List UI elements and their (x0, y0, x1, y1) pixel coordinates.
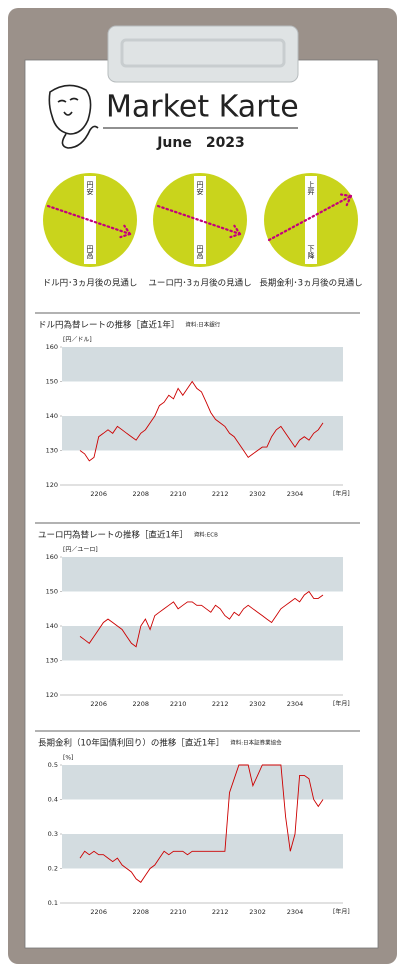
y-unit: [%] (63, 755, 73, 762)
title: Market Karte (106, 90, 299, 125)
outlook-arrow-head (119, 232, 132, 239)
x-tick-label: 2302 (249, 490, 266, 498)
x-tick-label: 2208 (132, 908, 149, 916)
outlook-arrow (156, 204, 242, 236)
y-tick-label: 130 (46, 657, 58, 665)
y-tick-label: 160 (46, 343, 58, 351)
x-unit: [年月] (333, 908, 350, 916)
x-unit: [年月] (333, 700, 350, 708)
y-tick-label: 120 (46, 691, 58, 699)
outlook-arrow (46, 204, 132, 236)
chart-source: 資料:日本銀行 (185, 321, 220, 329)
outlook-caption: 長期金利･3ヵ月後の見通し (259, 278, 362, 289)
x-tick-label: 2304 (287, 490, 304, 498)
x-tick-label: 2304 (287, 700, 304, 708)
x-tick-label: 2212 (212, 490, 229, 498)
y-tick-label: 160 (46, 553, 58, 561)
chart-source: 資料:日本証券業協会 (230, 739, 282, 747)
x-tick-label: 2304 (287, 908, 304, 916)
outlook-arrow-head (233, 224, 242, 236)
chart-title: ドル円為替レートの推移［直近1年］ (38, 320, 179, 331)
outlook-top: 円安 (86, 181, 94, 196)
series-line (79, 764, 324, 883)
y-tick-label: 0.2 (48, 865, 58, 873)
series-line (79, 380, 324, 462)
outlook-arrow-head (340, 193, 353, 198)
x-tick-label: 2212 (212, 908, 229, 916)
clip-inner (120, 38, 286, 68)
x-tick-label: 2210 (170, 908, 187, 916)
grid-band (62, 557, 343, 592)
x-tick-label: 2208 (132, 490, 149, 498)
outlook-arrow-head (123, 224, 132, 236)
x-tick-label: 2210 (170, 490, 187, 498)
outlook-top: 上昇 (307, 180, 315, 196)
x-tick-label: 2302 (249, 908, 266, 916)
y-tick-label: 0.3 (48, 830, 58, 838)
series-line (79, 590, 324, 648)
x-tick-label: 2302 (249, 700, 266, 708)
chart-source: 資料:ECB (194, 531, 218, 539)
x-tick-label: 2208 (132, 700, 149, 708)
grid-band (62, 765, 343, 800)
outlook-arrow-head (229, 232, 242, 239)
grid-band (62, 347, 343, 382)
logo (48, 84, 99, 149)
y-unit: [円／ドル] (63, 337, 92, 344)
y-tick-label: 0.4 (48, 796, 58, 804)
x-unit: [年月] (333, 490, 350, 498)
subtitle: June 2023 (156, 135, 245, 151)
y-tick-label: 130 (46, 447, 58, 455)
x-tick-label: 2206 (90, 908, 107, 916)
y-tick-label: 150 (46, 378, 58, 386)
outlook-caption: ユーロ円･3ヵ月後の見通し (148, 278, 251, 289)
outlook-arrow-head (345, 194, 353, 207)
x-tick-label: 2210 (170, 700, 187, 708)
outlook-bottom: 下降 (307, 245, 315, 260)
x-tick-label: 2206 (90, 490, 107, 498)
y-tick-label: 0.5 (48, 761, 58, 769)
outlook-caption: ドル円･3ヵ月後の見通し (43, 278, 138, 289)
outlook-top: 円安 (196, 181, 204, 196)
chart-title: ユーロ円為替レートの推移［直近1年］ (38, 530, 188, 541)
outlook-bottom: 円高 (86, 245, 94, 260)
y-tick-label: 140 (46, 412, 58, 420)
clip (107, 25, 299, 83)
y-tick-label: 140 (46, 622, 58, 630)
y-unit: [円／ユーロ] (63, 547, 98, 554)
outlook-bar (305, 176, 317, 264)
chart-title: 長期金利（10年国債利回り）の推移［直近1年］ (38, 738, 224, 749)
y-tick-label: 120 (46, 481, 58, 489)
outlook-arrow (267, 194, 353, 242)
grid-band (62, 626, 343, 661)
x-tick-label: 2206 (90, 700, 107, 708)
y-tick-label: 0.1 (48, 899, 58, 907)
outlook-bottom: 円高 (196, 245, 204, 260)
y-tick-label: 150 (46, 588, 58, 596)
x-tick-label: 2212 (212, 700, 229, 708)
